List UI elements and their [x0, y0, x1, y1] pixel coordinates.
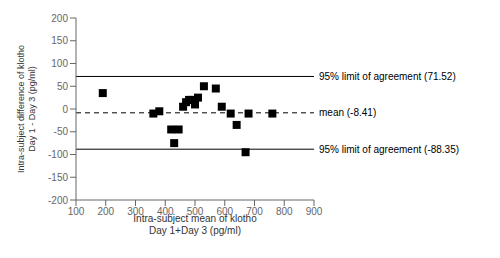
svg-text:500: 500 — [187, 206, 204, 217]
svg-text:mean (-8.41): mean (-8.41) — [319, 107, 376, 118]
svg-text:800: 800 — [276, 206, 293, 217]
svg-text:-200: -200 — [48, 195, 68, 206]
svg-text:50: 50 — [57, 81, 69, 92]
svg-text:95% limit of agreement (-88.35: 95% limit of agreement (-88.35) — [319, 144, 459, 155]
svg-text:95% limit of agreement (71.52): 95% limit of agreement (71.52) — [319, 71, 456, 82]
svg-text:200: 200 — [51, 13, 68, 24]
svg-text:-150: -150 — [48, 172, 68, 183]
svg-text:Intra-subject difference of kl: Intra-subject difference of klothoDay 1 … — [16, 45, 37, 173]
svg-text:400: 400 — [157, 206, 174, 217]
svg-text:600: 600 — [216, 206, 233, 217]
svg-text:700: 700 — [246, 206, 263, 217]
svg-text:-100: -100 — [48, 149, 68, 160]
svg-text:0: 0 — [62, 104, 68, 115]
svg-text:900: 900 — [306, 206, 323, 217]
svg-text:150: 150 — [51, 35, 68, 46]
svg-text:-50: -50 — [54, 126, 69, 137]
svg-text:200: 200 — [97, 206, 114, 217]
svg-text:100: 100 — [68, 206, 85, 217]
svg-text:100: 100 — [51, 58, 68, 69]
svg-text:300: 300 — [127, 206, 144, 217]
